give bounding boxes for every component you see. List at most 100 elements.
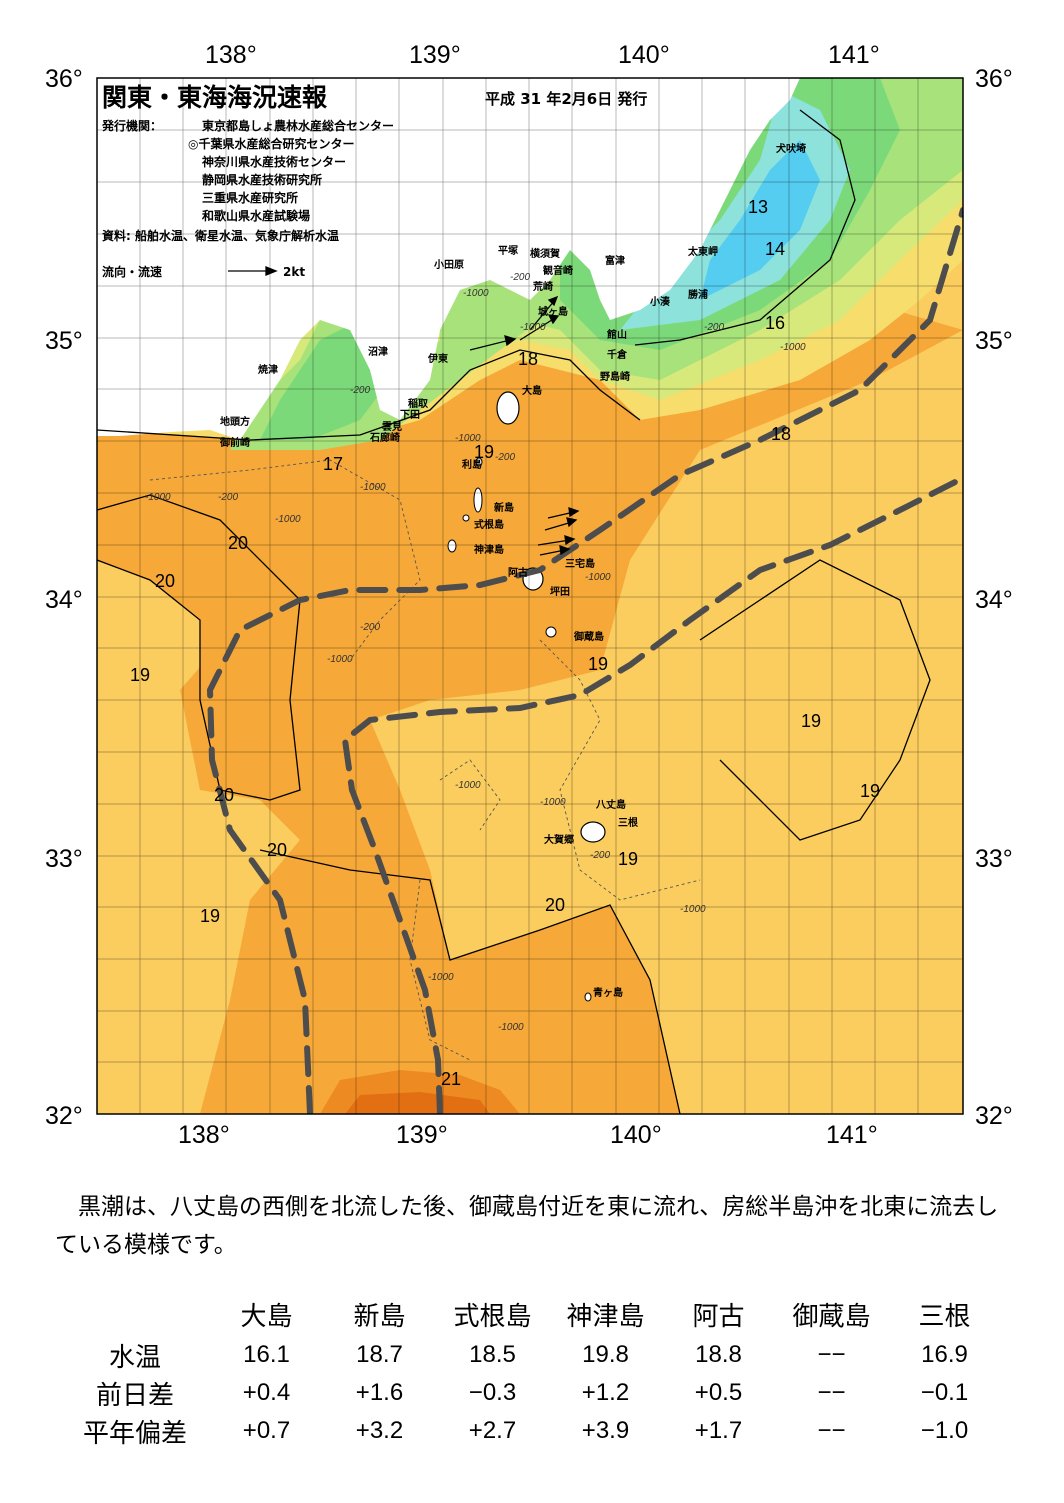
table-cell: 16.1 (243, 1341, 290, 1368)
isotherm-label: 20 (228, 533, 248, 553)
depth-label: -200 (590, 850, 610, 861)
lat-label-left: 35° (45, 327, 83, 355)
place-label: 小湊 (649, 295, 671, 308)
isotherm-label: 19 (200, 906, 220, 926)
place-label: 御蔵島 (573, 630, 604, 643)
place-label: 犬吠埼 (776, 142, 806, 155)
depth-label: -1000 (455, 780, 481, 791)
table-cell: 18.8 (695, 1341, 742, 1368)
depth-label: -1000 (540, 797, 566, 808)
table-cell: −0.3 (468, 1379, 517, 1406)
table-cell: 19.8 (582, 1341, 629, 1368)
lat-label-right: 34° (975, 586, 1013, 614)
table-row: 平年偏差 +0.7 +3.2 +2.7 +3.9 +1.7 −− −1.0 (60, 1412, 1001, 1450)
place-label: 小田原 (433, 258, 464, 271)
table-cell: −1.0 (920, 1417, 969, 1444)
observation-table: 大島 新島 式根島 神津島 阿古 御蔵島 三根 水温 16.1 18.7 18.… (60, 1292, 1001, 1450)
lat-label-right: 36° (975, 65, 1013, 93)
isotherm-label: 20 (214, 785, 234, 805)
flow-scale-arrow (228, 266, 278, 276)
issuer-name: 三重県水産研究所 (202, 190, 298, 205)
depth-label: -1000 (520, 322, 546, 333)
issuer-label: 発行機関： (101, 118, 162, 133)
issuer-name: 静岡県水産技術研究所 (202, 172, 322, 187)
table-corner (60, 1292, 210, 1336)
place-label: 三宅島 (565, 557, 595, 570)
table-cell: +3.9 (581, 1417, 630, 1444)
row-label: 水温 (108, 1342, 161, 1373)
isotherm-label: 19 (618, 849, 638, 869)
lat-label-right: 35° (975, 327, 1013, 355)
place-label: 沼津 (368, 345, 388, 358)
table-cell: +1.6 (355, 1379, 404, 1406)
place-label: 横須賀 (530, 247, 560, 260)
place-label: 館山 (606, 328, 627, 341)
isotherm-label: 21 (441, 1069, 461, 1089)
place-label: 大賀郷 (544, 833, 574, 846)
place-label: 八丈島 (595, 798, 626, 811)
lat-label-right: 33° (975, 845, 1013, 873)
depth-label: -1000 (360, 482, 386, 493)
isotherm-label: 19 (588, 654, 608, 674)
station-header: 御蔵島 (792, 1301, 871, 1332)
table-cell: +2.7 (468, 1417, 517, 1444)
depth-label: -200 (704, 322, 724, 333)
place-label: 観音崎 (543, 264, 573, 277)
lon-label-bottom: 141° (826, 1121, 878, 1149)
lat-label-left: 33° (45, 845, 83, 873)
station-header: 新島 (353, 1301, 406, 1332)
depth-label: -200 (350, 385, 370, 396)
place-label: 神津島 (474, 543, 504, 556)
isotherm-label: 19 (801, 711, 821, 731)
issue-date: 平成 31 年2月6日 発行 (485, 90, 647, 108)
isotherm-label: 19 (860, 781, 880, 801)
lon-label-top: 138° (205, 41, 257, 69)
sea-temperature-map: 13 14 16 18 18 19 17 20 20 19 19 20 19 2… (45, 41, 1013, 1149)
place-label: 平塚 (498, 244, 518, 257)
place-label: 下田 (400, 409, 420, 421)
place-label: 式根島 (474, 518, 504, 531)
table-cell: +1.2 (581, 1379, 630, 1406)
depth-label: -1000 (327, 654, 353, 665)
issuer-name: 神奈川県水産技術センター (202, 154, 346, 169)
lon-label-top: 141° (828, 41, 880, 69)
data-source: 資料: 船舶水温、衛星水温、気象庁解析水温 (102, 228, 339, 243)
table-cell: +1.7 (694, 1417, 743, 1444)
table-cell: −− (817, 1379, 846, 1406)
place-label: 三根 (618, 816, 638, 829)
isotherm-label: 19 (474, 442, 494, 462)
depth-label: -1000 (780, 342, 806, 353)
table-cell: +0.5 (694, 1379, 743, 1406)
depth-label: -1000 (275, 514, 301, 525)
issuer-name: 和歌山県水産試験場 (201, 208, 310, 223)
issuer-name: 東京都島しょ農林水産総合センター (202, 118, 394, 133)
place-label: 地頭方 (220, 415, 250, 428)
isotherm-label: 17 (323, 454, 343, 474)
depth-label: -200 (510, 272, 530, 283)
place-label: 新島 (494, 501, 514, 514)
depth-label: -1000 (498, 1022, 524, 1033)
place-label: 富津 (605, 254, 625, 267)
place-label: 雲見 (382, 421, 402, 433)
place-label: 勝浦 (688, 288, 708, 301)
station-header: 阿古 (692, 1301, 745, 1332)
map-title: 関東・東海海況速報 (102, 83, 328, 112)
temperature-field: 13 14 16 18 18 19 17 20 20 19 19 20 19 2… (97, 78, 963, 1114)
place-label: 御前崎 (219, 436, 250, 449)
summary-text: 黒潮は、八丈島の西側を北流した後、御蔵島付近を東に流れ、房総半島沖を北東に流去し… (55, 1194, 999, 1258)
lat-label-left: 34° (45, 586, 83, 614)
depth-label: -1000 (145, 492, 171, 503)
lat-label-left: 36° (45, 65, 83, 93)
place-label: 焼津 (258, 363, 278, 376)
lat-label-right: 32° (975, 1102, 1013, 1130)
place-label: 利島 (462, 458, 482, 471)
table-cell: −− (817, 1341, 846, 1368)
row-label: 前日差 (95, 1380, 174, 1411)
depth-label: -1000 (463, 288, 489, 299)
isotherm-label: 20 (545, 895, 565, 915)
lon-label-top: 140° (618, 41, 670, 69)
place-label: 大島 (522, 384, 542, 397)
place-label: 石廊崎 (369, 431, 400, 444)
isotherm-label: 13 (748, 197, 768, 217)
place-label: 稲取 (408, 397, 429, 410)
